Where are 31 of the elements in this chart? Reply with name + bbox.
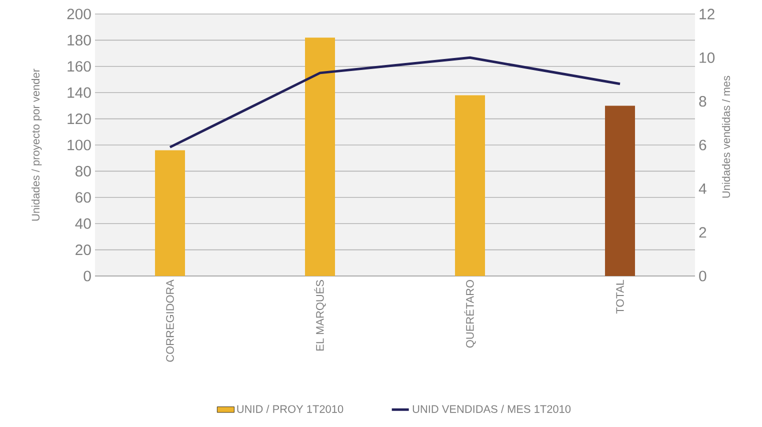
y2-tick-label: 4: [698, 184, 706, 194]
legend-label: UNID / PROY 1T2010: [237, 404, 344, 413]
y-tick-label: 160: [68, 61, 91, 72]
y2-tick-label: 8: [699, 96, 706, 107]
y-tick-label: 60: [76, 192, 91, 203]
y-tick-label: 40: [75, 218, 91, 229]
y-tick-label: 140: [68, 87, 91, 98]
y2-axis-title: Unidades vendidas / mes: [722, 76, 730, 198]
y-tick-label: 0: [84, 270, 91, 282]
legend-label: UNID VENDIDAS / MES 1T2010: [412, 404, 571, 413]
y-tick-label: 20: [76, 244, 91, 256]
y-tick-label: 120: [68, 114, 91, 124]
y2-tick-label: 6: [699, 140, 706, 150]
bar: [455, 95, 486, 276]
y-tick-label: 100: [68, 140, 91, 150]
bar: [605, 106, 636, 276]
y-axis-title: Unidades / proyecto por vender: [31, 68, 42, 221]
y2-tick-label: 2: [699, 227, 706, 238]
bar: [305, 38, 335, 276]
y2-tick-label: 0: [699, 270, 706, 282]
y-tick-label: 200: [67, 8, 91, 20]
x-tick-label: EL MARQUÉS: [314, 280, 326, 350]
x-tick-label: QUERÉTARO: [464, 280, 476, 348]
x-tick-label: CORREGIDORA: [166, 280, 174, 362]
line-series: [168, 56, 622, 148]
y2-tick-label: 12: [700, 8, 714, 20]
y-tick-label: 80: [76, 166, 91, 176]
bar: [155, 150, 185, 276]
y2-tick-label: 10: [700, 52, 715, 63]
x-tick-label: TOTAL: [616, 280, 624, 314]
y-tick-label: 180: [68, 34, 91, 46]
